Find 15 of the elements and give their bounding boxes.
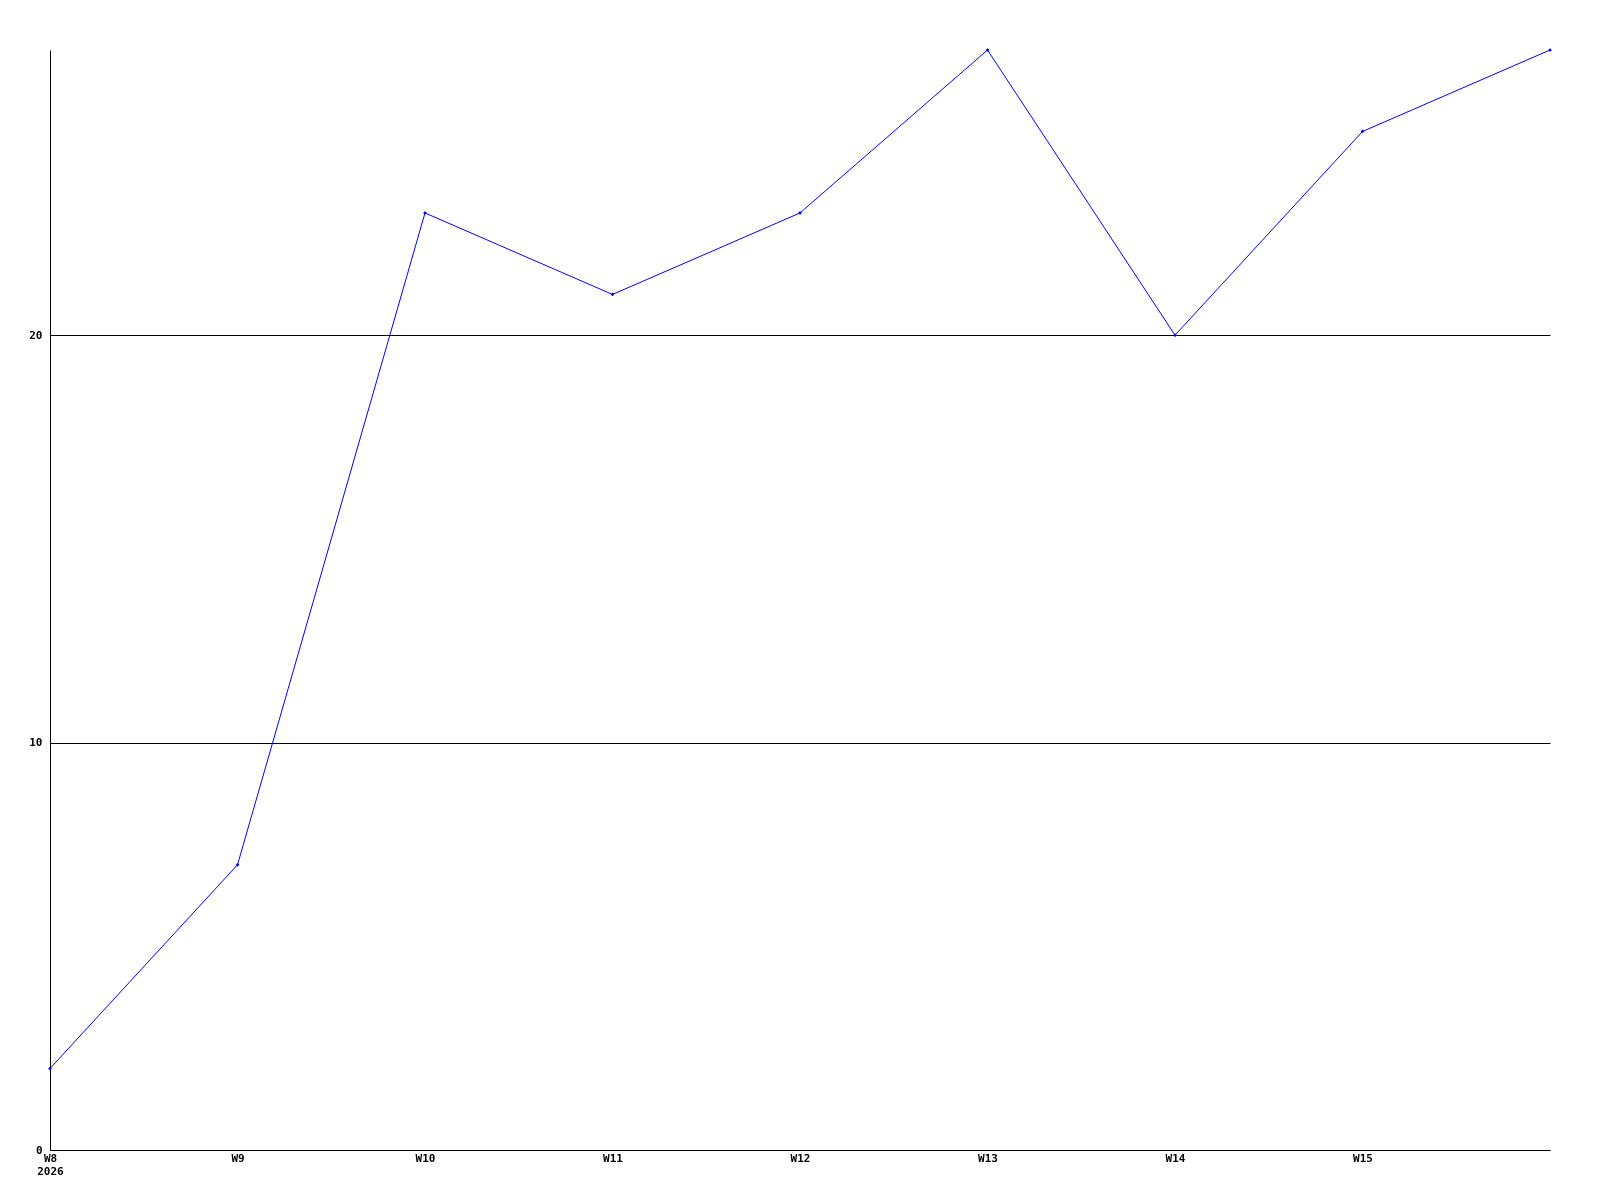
point [1173,333,1177,338]
x-tick-label: W12 [790,1151,811,1165]
x-tick-label: W9 [231,1151,245,1165]
point [235,862,240,867]
point [48,1066,52,1071]
x-tick-label: W13 [978,1151,998,1165]
y-tick-label: 10 [29,736,43,750]
x-tick-label: W15 [1353,1151,1373,1165]
x-tick-label: W11 [603,1151,624,1165]
y-tick-label: 0 [35,1143,43,1157]
x-tick-label: W10 [415,1151,436,1165]
y-tick-label: 20 [29,328,43,342]
x-tick-label: W14 [1165,1151,1186,1165]
line-series [48,48,1552,1071]
point [985,48,990,52]
